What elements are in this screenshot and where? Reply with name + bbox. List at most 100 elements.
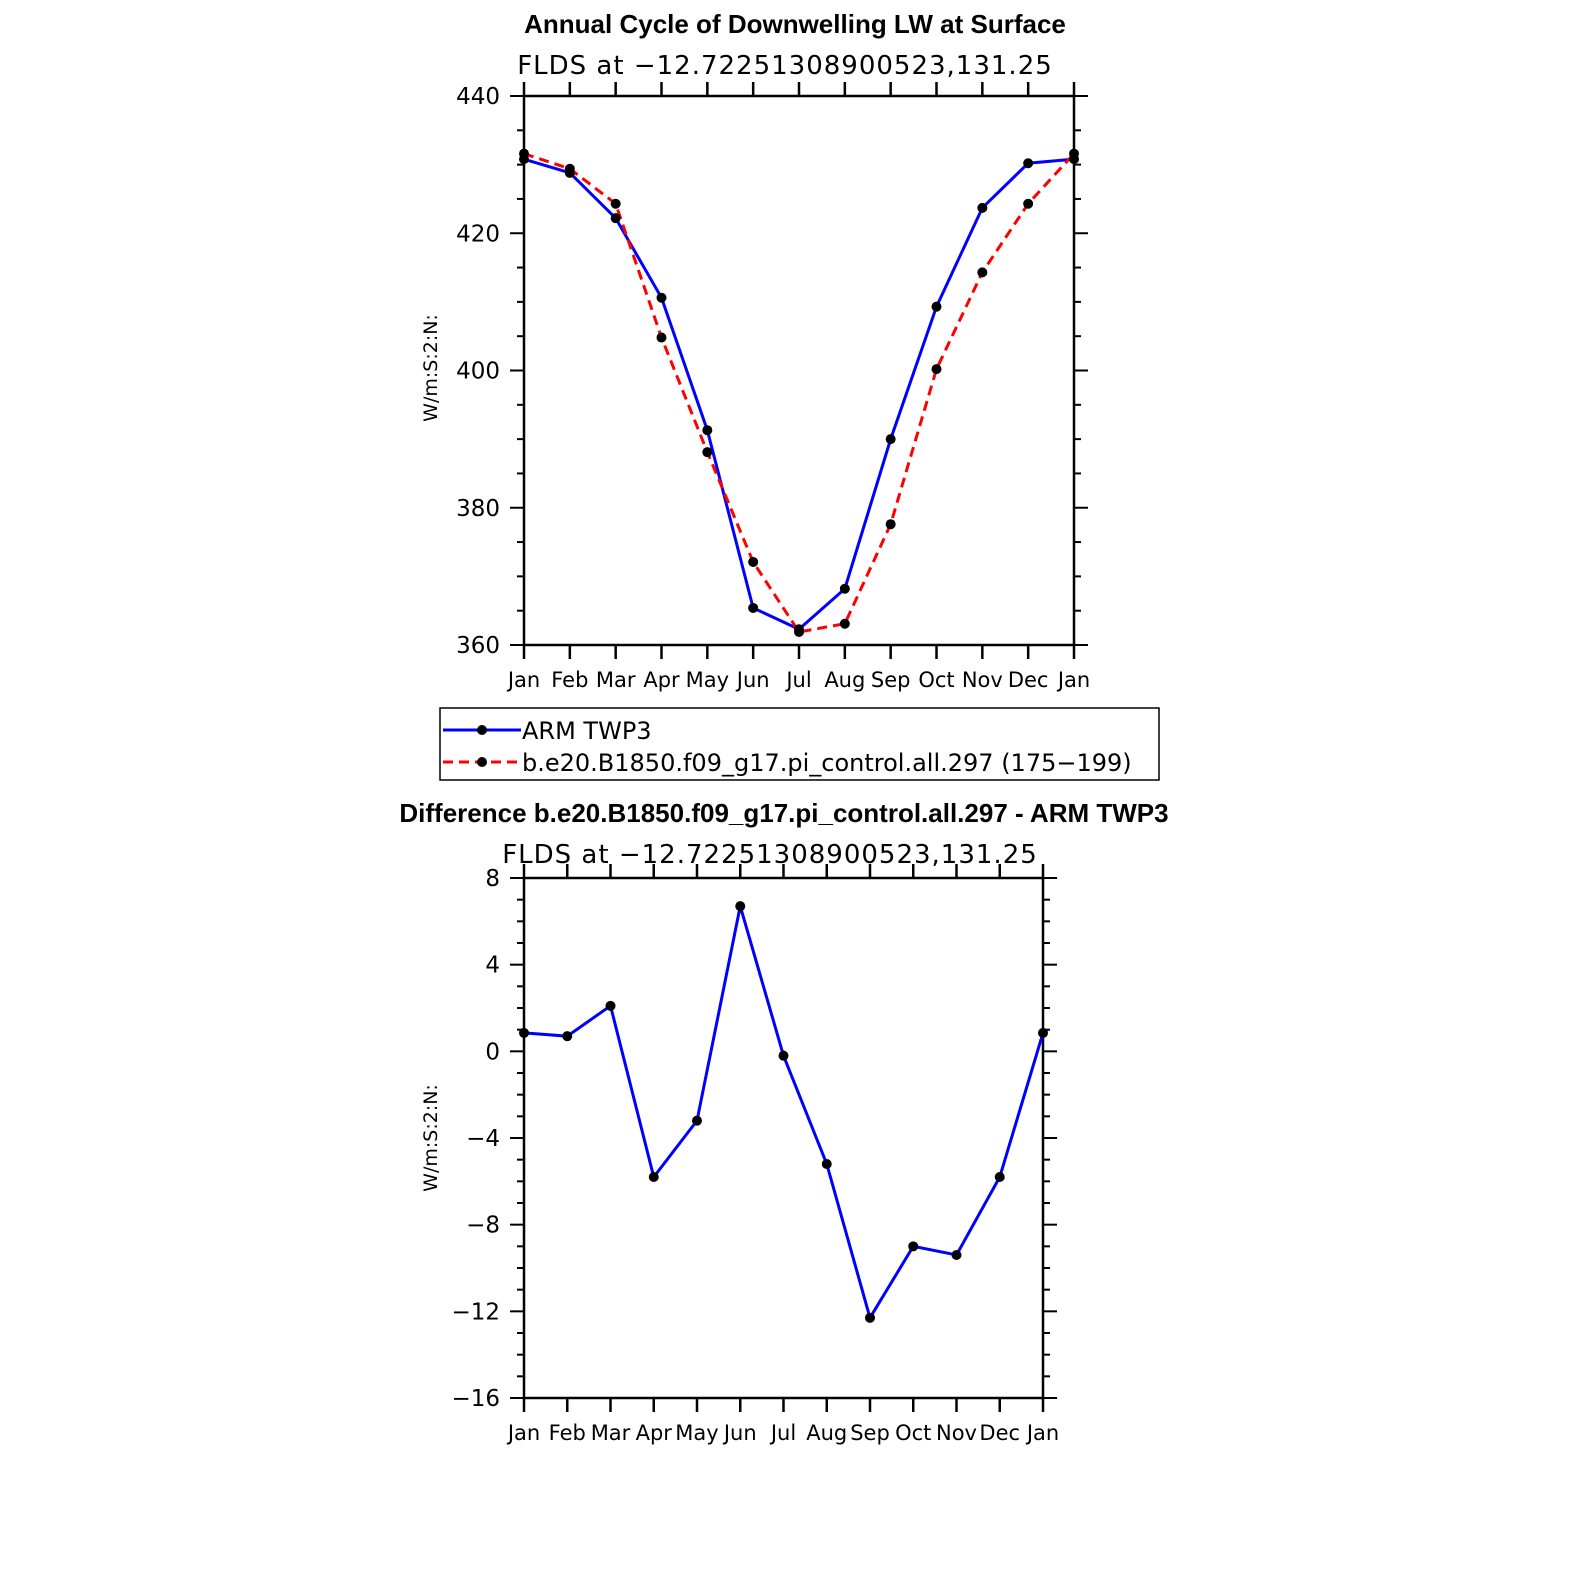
data-point	[702, 447, 713, 458]
data-point	[1038, 1027, 1048, 1038]
data-point	[519, 1027, 529, 1038]
x-tick-label: Jan	[506, 1421, 540, 1445]
data-point	[748, 556, 759, 567]
annual-cycle-chart: Annual Cycle of Downwelling LW at Surfac…	[420, 9, 1090, 692]
y-tick-label: 420	[456, 221, 500, 247]
data-point	[839, 583, 850, 594]
y-tick-label: −8	[466, 1213, 500, 1239]
y-tick-label: 4	[485, 953, 500, 979]
x-tick-label: Nov	[962, 668, 1003, 692]
data-point	[605, 1000, 616, 1011]
data-point	[885, 519, 896, 530]
data-point	[865, 1312, 875, 1323]
data-point	[794, 626, 804, 637]
x-tick-label: Feb	[549, 1421, 586, 1445]
data-point	[977, 267, 988, 278]
data-point	[1023, 198, 1034, 209]
plot-border	[522, 94, 1076, 647]
y-tick-label: 400	[456, 359, 500, 385]
y-tick-label: −12	[451, 1299, 500, 1325]
data-point	[692, 1115, 702, 1126]
data-point	[519, 148, 529, 159]
x-tick-label: Apr	[636, 1421, 673, 1445]
x-tick-label: Nov	[936, 1421, 977, 1445]
data-point	[648, 1172, 659, 1182]
legend-marker-arm	[477, 725, 487, 735]
x-tick-label: Jul	[784, 668, 811, 692]
series-line-1	[523, 152, 1076, 634]
x-tick-label: Sep	[871, 668, 911, 692]
y-tick-label: −16	[451, 1386, 500, 1412]
plot-border	[522, 876, 1045, 1400]
x-tick-label: May	[675, 1421, 718, 1445]
data-point	[1023, 158, 1034, 169]
y-tick-labels: 8 4 0 −4 −8 −12 −16	[451, 866, 500, 1412]
plot-frame	[510, 864, 1057, 1412]
difference-chart: Difference b.e20.B1850.f09_g17.pi_contro…	[399, 798, 1168, 1445]
y-tick-label: −4	[466, 1126, 500, 1152]
chart-subtitle: FLDS at −12.72251308900523,131.25	[517, 51, 1053, 81]
x-tick-label: Oct	[895, 1421, 931, 1445]
x-tick-label: Jan	[506, 668, 540, 692]
x-tick-label: Jun	[735, 668, 770, 692]
series-points	[519, 148, 1079, 637]
y-tick-label: 0	[485, 1039, 500, 1065]
x-tick-label: Feb	[551, 668, 588, 692]
data-point	[931, 364, 942, 375]
x-tick-label: Aug	[806, 1421, 847, 1445]
legend: ARM TWP3 b.e20.B1850.f09_g17.pi_control.…	[439, 707, 1160, 781]
data-point	[908, 1241, 919, 1252]
x-tick-labels: Jan Feb Mar Apr May Jun Jul Aug Sep Oct Nov Dec Jan	[506, 1421, 1059, 1445]
chart-subtitle: FLDS at −12.72251308900523,131.25	[502, 840, 1038, 870]
x-tick-label: Jan	[1056, 668, 1090, 692]
data-point	[656, 332, 667, 343]
x-tick-label: Sep	[850, 1421, 890, 1445]
data-point	[885, 434, 896, 445]
y-tick-labels: 440 420 400 380 360	[456, 84, 500, 659]
data-point	[931, 301, 942, 312]
data-point	[951, 1250, 962, 1260]
x-tick-labels: Jan Feb Mar Apr May Jun Jul Aug Sep Oct Nov Dec Jan	[506, 668, 1090, 692]
legend-box	[439, 707, 1160, 781]
data-point	[748, 602, 759, 613]
data-point	[821, 1159, 832, 1169]
y-tick-label: 360	[456, 633, 500, 659]
data-point	[656, 292, 667, 303]
x-tick-label: Jun	[722, 1421, 757, 1445]
data-point	[562, 1031, 573, 1042]
data-point	[735, 901, 746, 912]
data-point	[610, 213, 621, 224]
data-point	[564, 163, 575, 174]
y-tick-label: 380	[456, 496, 500, 522]
y-tick-label: 440	[456, 84, 500, 110]
x-tick-label: Jan	[1025, 1421, 1059, 1445]
series-lines	[523, 152, 1076, 634]
series-line-0	[523, 157, 1075, 631]
data-point	[839, 618, 850, 629]
x-tick-label: Dec	[979, 1421, 1020, 1445]
series-line-0	[523, 905, 1045, 1322]
chart-title: Difference b.e20.B1850.f09_g17.pi_contro…	[399, 798, 1168, 828]
legend-marker-model	[477, 757, 487, 767]
y-axis-label: W/m:S:2:N:	[420, 1084, 442, 1192]
data-point	[778, 1050, 789, 1061]
x-tick-label: Jul	[769, 1421, 796, 1445]
plot-frame	[510, 82, 1088, 659]
data-point	[1069, 148, 1079, 159]
x-tick-label: May	[686, 668, 729, 692]
data-point	[702, 425, 713, 436]
chart-title: Annual Cycle of Downwelling LW at Surfac…	[524, 9, 1066, 39]
data-point	[977, 202, 988, 213]
data-point	[610, 198, 621, 209]
x-tick-label: Apr	[643, 668, 680, 692]
x-tick-label: Dec	[1008, 668, 1049, 692]
x-tick-label: Mar	[596, 668, 636, 692]
legend-label-arm: ARM TWP3	[522, 717, 652, 745]
series-points	[519, 901, 1048, 1323]
series-lines	[523, 905, 1045, 1322]
x-tick-label: Mar	[591, 1421, 631, 1445]
data-point	[994, 1172, 1005, 1182]
legend-label-model: b.e20.B1850.f09_g17.pi_control.all.297 (…	[522, 749, 1132, 777]
y-axis-label: W/m:S:2:N:	[420, 314, 442, 422]
